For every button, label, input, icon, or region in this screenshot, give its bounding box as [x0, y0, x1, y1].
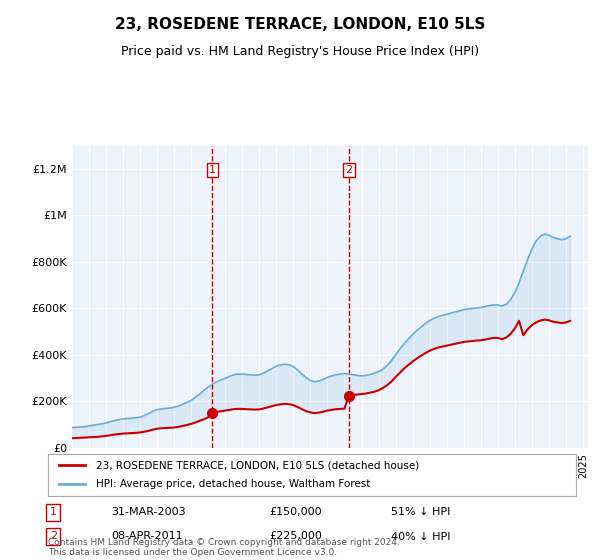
Text: 40% ↓ HPI: 40% ↓ HPI: [391, 531, 451, 542]
Text: Contains HM Land Registry data © Crown copyright and database right 2024.
This d: Contains HM Land Registry data © Crown c…: [48, 538, 400, 557]
Text: 08-APR-2011: 08-APR-2011: [112, 531, 183, 542]
Text: £225,000: £225,000: [270, 531, 323, 542]
Text: 2: 2: [346, 165, 353, 175]
Text: 23, ROSEDENE TERRACE, LONDON, E10 5LS: 23, ROSEDENE TERRACE, LONDON, E10 5LS: [115, 17, 485, 32]
Text: £150,000: £150,000: [270, 507, 322, 517]
Text: 51% ↓ HPI: 51% ↓ HPI: [391, 507, 451, 517]
Text: Price paid vs. HM Land Registry's House Price Index (HPI): Price paid vs. HM Land Registry's House …: [121, 45, 479, 58]
Text: 23, ROSEDENE TERRACE, LONDON, E10 5LS (detached house): 23, ROSEDENE TERRACE, LONDON, E10 5LS (d…: [95, 460, 419, 470]
Text: 1: 1: [50, 507, 57, 517]
Text: 2: 2: [50, 531, 57, 542]
Text: 1: 1: [209, 165, 216, 175]
Text: HPI: Average price, detached house, Waltham Forest: HPI: Average price, detached house, Walt…: [95, 479, 370, 489]
Text: 31-MAR-2003: 31-MAR-2003: [112, 507, 186, 517]
